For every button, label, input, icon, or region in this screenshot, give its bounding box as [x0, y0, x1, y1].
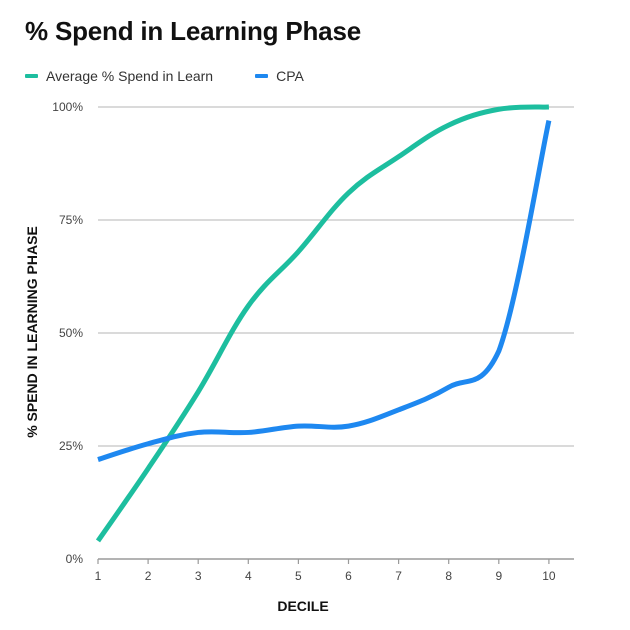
y-axis-ticks: 0% 25% 50% 75% 100%: [52, 100, 83, 566]
chart-title: % Spend in Learning Phase: [25, 16, 361, 46]
legend-label: CPA: [276, 68, 304, 84]
legend-label: Average % Spend in Learn: [46, 68, 214, 84]
legend-item-cpa: CPA: [255, 68, 304, 84]
gridlines: [98, 106, 574, 447]
x-tick-label: 8: [445, 569, 452, 583]
y-tick-label: 0%: [66, 552, 84, 566]
x-tick-label: 1: [95, 569, 102, 583]
x-tick-label: 9: [495, 569, 502, 583]
x-tick-label: 3: [195, 569, 202, 583]
legend-swatch-teal-icon: [25, 74, 38, 78]
legend-swatch-blue-icon: [255, 74, 269, 78]
x-tick-label: 7: [395, 569, 402, 583]
series-lines: [95, 104, 552, 543]
y-tick-label: 75%: [59, 213, 83, 227]
x-tick-label: 10: [542, 569, 556, 583]
y-tick-label: 50%: [59, 326, 83, 340]
series-line-average-spend: [95, 104, 550, 543]
x-tick-label: 6: [345, 569, 352, 583]
chart-legend: Average % Spend in Learn CPA: [25, 68, 346, 84]
x-axis-label: DECILE: [277, 598, 329, 614]
legend-item-average-spend: Average % Spend in Learn: [25, 68, 213, 84]
series-line-cpa: [97, 120, 552, 462]
x-tick-label: 2: [145, 569, 152, 583]
x-tick-label: 4: [245, 569, 252, 583]
x-tick-label: 5: [295, 569, 302, 583]
y-tick-label: 25%: [59, 439, 83, 453]
x-axis: 1 2 3 4 5 6 7 8 9 10: [95, 558, 574, 583]
y-tick-label: 100%: [52, 100, 83, 114]
